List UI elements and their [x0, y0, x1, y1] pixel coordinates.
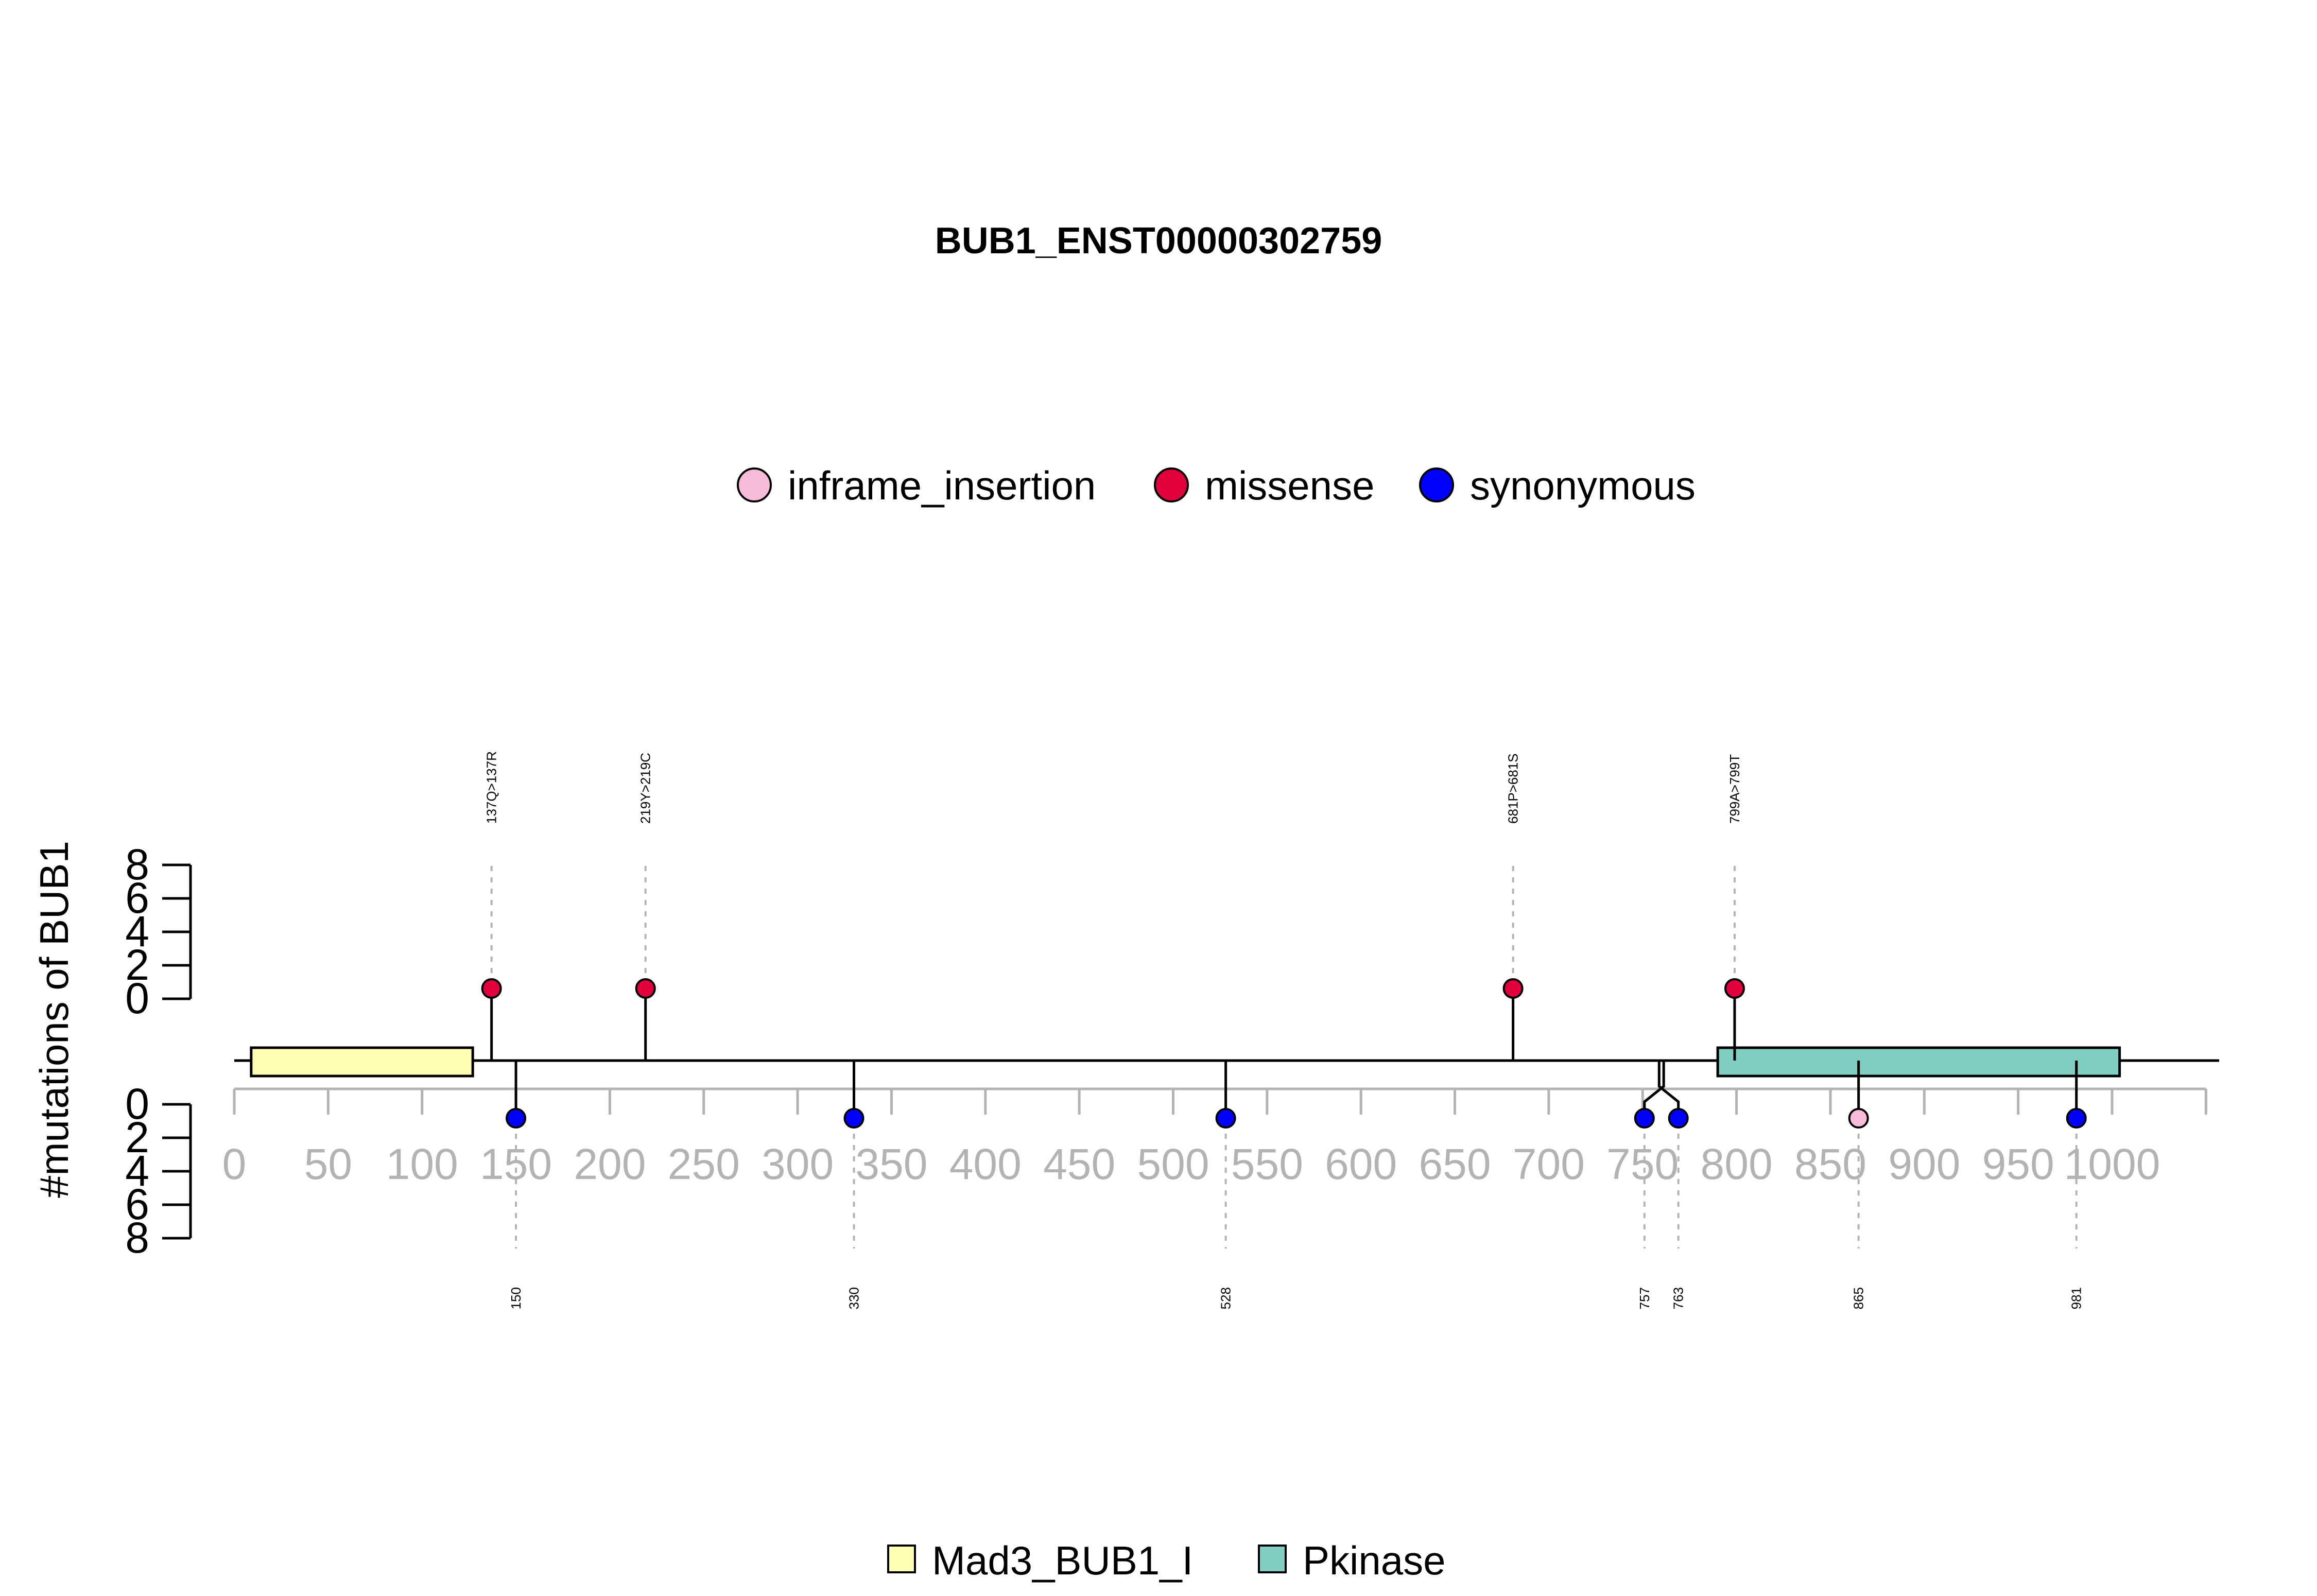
domain-legend-swatch-Pkinase	[1258, 1545, 1287, 1573]
x-tick-label: 250	[668, 1140, 740, 1188]
x-tick-label: 400	[949, 1140, 1022, 1188]
mutation-label-bottom: 757	[1637, 1287, 1652, 1309]
x-tick-label: 1000	[2064, 1140, 2160, 1188]
mutation-type-legend: inframe_insertion missense synonymous	[737, 463, 1696, 508]
x-tick-label: 200	[574, 1140, 646, 1188]
y-tick-label-bottom: 0	[125, 1080, 149, 1128]
y-tick-label-top: 2	[125, 941, 149, 989]
mutation-label-bottom: 330	[846, 1287, 862, 1309]
x-tick-label: 50	[304, 1140, 352, 1188]
x-tick-label: 500	[1137, 1140, 1209, 1188]
legend-label-missense: missense	[1205, 463, 1374, 508]
domain-legend-label-Pkinase: Pkinase	[1303, 1538, 1446, 1583]
legend-marker-missense	[1154, 467, 1189, 502]
y-axis-label: #mutations of BUB1	[31, 841, 77, 1198]
point-synonymous	[1668, 1108, 1689, 1129]
point-inframe_insertion	[1848, 1108, 1869, 1129]
x-tick-label: 900	[1888, 1140, 1960, 1188]
legend-marker-synonymous	[1419, 467, 1454, 502]
mutation-label-bottom: 763	[1671, 1287, 1686, 1309]
x-tick-label: 100	[386, 1140, 458, 1188]
mutation-labels: 137Q>137R 219Y>219C 681P>681S 799A>799T 150 3…	[484, 751, 2084, 1309]
mutation-label-bottom: 150	[508, 1287, 524, 1309]
y-tick-label-bottom: 6	[125, 1180, 149, 1228]
mutation-label-bottom: 865	[1851, 1287, 1866, 1309]
x-tick-label: 700	[1513, 1140, 1585, 1188]
domain-boxes	[250, 1046, 2121, 1078]
point-synonymous	[843, 1108, 864, 1129]
x-tick-label: 850	[1794, 1140, 1866, 1188]
x-tick-label: 650	[1419, 1140, 1491, 1188]
legend-label-synonymous: synonymous	[1470, 463, 1696, 508]
domain-legend: Mad3_BUB1_I Pkinase	[887, 1538, 1446, 1583]
y-tick-label-top: 0	[125, 974, 149, 1022]
domain-Pkinase	[1716, 1046, 2121, 1078]
y-tick-label-top: 6	[125, 874, 149, 922]
x-tick-label: 350	[855, 1140, 927, 1188]
y-tick-label-bottom: 8	[125, 1213, 149, 1262]
y-tick-label-bottom: 2	[125, 1113, 149, 1161]
point-synonymous	[506, 1108, 527, 1129]
point-synonymous	[2066, 1108, 2087, 1129]
x-tick-label: 450	[1043, 1140, 1115, 1188]
domain-Mad3_BUB1_I	[250, 1046, 474, 1078]
x-axis: 0 50 100 150 200 250 300 350 400 450 500 550 600 650 7…	[222, 1087, 2207, 1188]
mutation-label-bottom: 528	[1218, 1287, 1234, 1309]
point-missense	[1724, 978, 1745, 999]
legend-marker-inframe_insertion	[737, 467, 772, 502]
x-tick-label: 750	[1606, 1140, 1679, 1188]
point-missense	[635, 978, 656, 999]
y-tick-label-top: 4	[125, 907, 149, 956]
mutation-label-bottom: 981	[2069, 1287, 2084, 1309]
x-tick-label: 800	[1701, 1140, 1773, 1188]
mutation-label-top: 219Y>219C	[638, 753, 653, 824]
domain-legend-swatch-Mad3_BUB1_I	[887, 1545, 916, 1573]
x-tick-label: 550	[1231, 1140, 1303, 1188]
y-tick-label-top: 8	[125, 840, 149, 889]
point-synonymous	[1215, 1108, 1236, 1129]
x-tick-label: 300	[762, 1140, 834, 1188]
point-synonymous	[1634, 1108, 1655, 1129]
domain-legend-label-Mad3_BUB1_I: Mad3_BUB1_I	[932, 1538, 1193, 1583]
legend-label-inframe_insertion: inframe_insertion	[788, 463, 1096, 508]
y-tick-label-bottom: 4	[125, 1147, 149, 1195]
point-missense	[1502, 978, 1524, 999]
mutation-label-top: 137Q>137R	[484, 751, 499, 824]
point-missense	[481, 978, 502, 999]
mutation-points	[481, 978, 2087, 1129]
chart-title: BUB1_ENST00000302759	[935, 220, 1382, 262]
mutation-label-top: 681P>681S	[1506, 753, 1521, 824]
x-tick-label: 0	[222, 1140, 247, 1188]
mutation-label-top: 799A>799T	[1727, 754, 1742, 824]
x-tick-label: 950	[1982, 1140, 2054, 1188]
x-tick-label: 600	[1325, 1140, 1397, 1188]
